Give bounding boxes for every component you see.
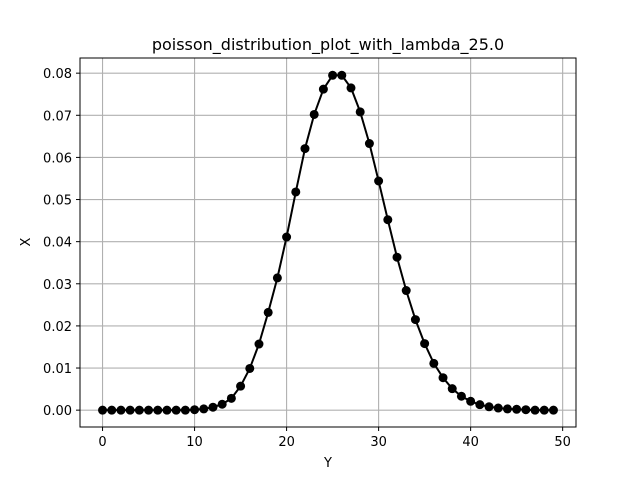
y-axis-label: X [19,237,34,246]
data-point [420,339,430,349]
data-point [291,187,301,197]
data-point [254,339,264,349]
data-point [98,405,108,415]
x-tick-label: 10 [186,435,203,450]
data-point [217,399,227,409]
data-point [282,232,292,242]
data-point [125,405,135,415]
data-point [364,139,374,149]
data-point [383,215,393,225]
data-point [162,405,172,415]
data-point [199,404,209,414]
plot-area-background [80,58,576,427]
data-point [392,252,402,262]
data-point [475,400,485,410]
y-tick-label: 0.07 [43,109,72,124]
data-point [309,109,319,119]
data-point [548,405,558,415]
data-series [98,70,558,415]
grid [80,58,576,427]
data-point [153,405,163,415]
x-axis: 0 10 20 30 40 50 [98,427,571,450]
data-point [107,405,117,415]
data-point [318,84,328,94]
x-axis-label: Y [323,456,332,471]
x-tick-label: 20 [278,435,295,450]
y-tick-label: 0.02 [43,320,72,335]
data-point [346,83,356,93]
y-tick-label: 0.03 [43,278,72,293]
y-tick-label: 0.00 [43,404,72,419]
data-point [190,405,200,415]
data-point [466,396,476,406]
data-point [245,363,255,373]
data-point [263,307,273,317]
data-point [374,176,384,186]
data-point [447,384,457,394]
data-point [134,405,144,415]
data-point [410,315,420,325]
y-axis: 0.00 0.01 0.02 0.03 0.04 0.05 0.06 0.07 0.08 [43,67,80,419]
data-point [502,404,512,414]
data-point [180,405,190,415]
y-tick-label: 0.05 [43,194,72,209]
data-point [226,393,236,403]
data-point [493,403,503,413]
data-point [456,391,466,401]
data-point [208,402,218,412]
x-tick-label: 40 [462,435,479,450]
data-point [438,373,448,383]
y-tick-label: 0.08 [43,67,72,82]
data-point [429,358,439,368]
data-point [272,273,282,283]
data-point [300,144,310,154]
chart-title: poisson_distribution_plot_with_lambda_25… [152,35,504,55]
x-tick-label: 50 [554,435,571,450]
data-point [521,405,531,415]
data-point [116,405,126,415]
data-point [144,405,154,415]
data-point [337,70,347,80]
x-tick-label: 0 [98,435,106,450]
plot-frame [79,57,577,428]
data-point [484,402,494,412]
y-tick-label: 0.04 [43,236,72,251]
data-point [328,70,338,80]
y-tick-label: 0.01 [43,362,72,377]
x-tick-label: 30 [370,435,387,450]
data-point [539,405,549,415]
data-point [530,405,540,415]
data-point [512,404,522,414]
data-point [236,381,246,391]
y-tick-label: 0.06 [43,151,72,166]
data-point [401,286,411,296]
data-point [171,405,181,415]
data-point [355,107,365,117]
